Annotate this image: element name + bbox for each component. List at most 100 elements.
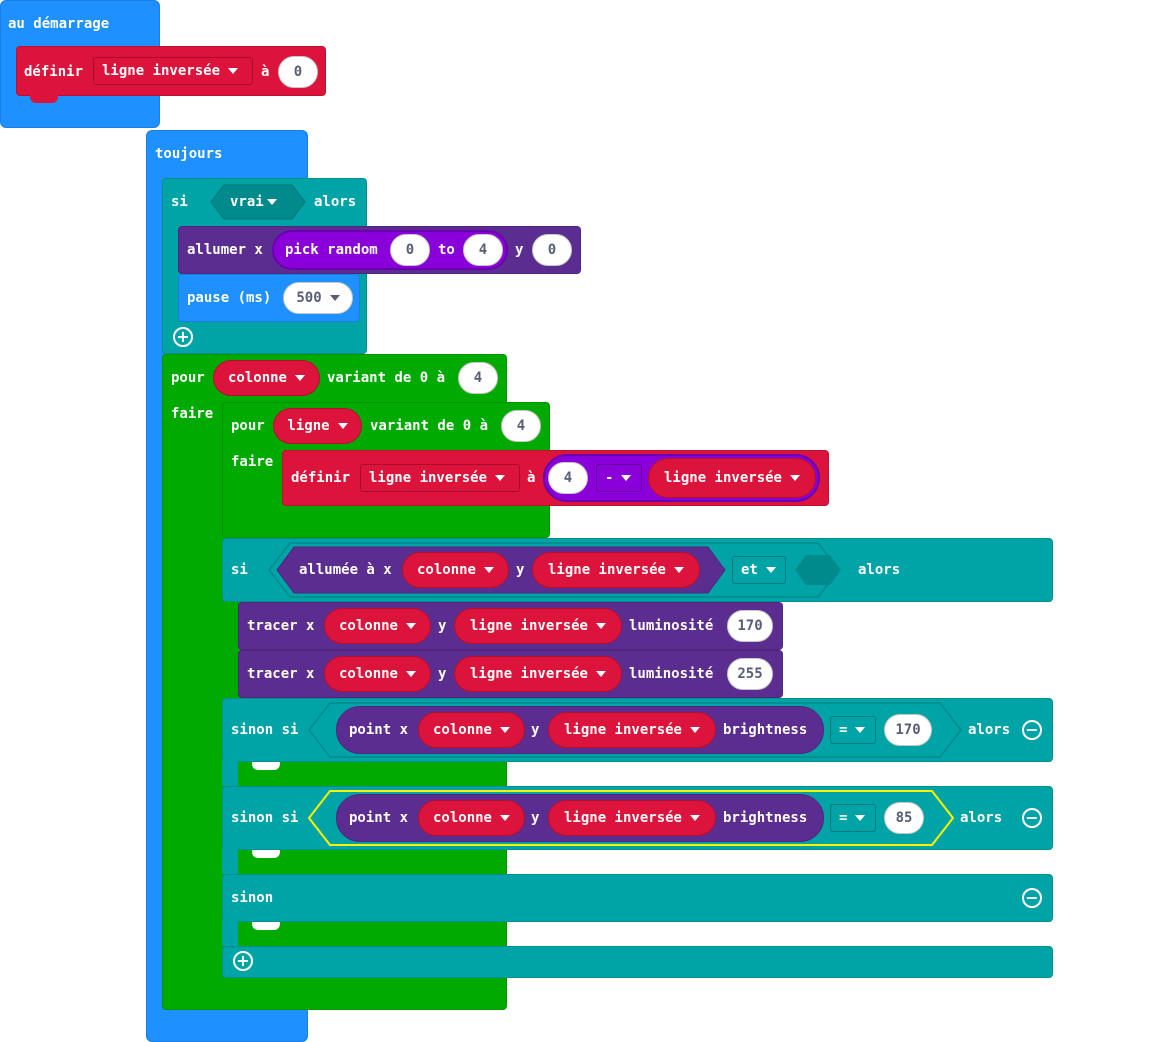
dropdown-caret-icon bbox=[690, 815, 700, 821]
plot-label: tracer x bbox=[247, 666, 315, 682]
pick-random-label: pick random bbox=[285, 242, 378, 258]
else-label: sinon bbox=[231, 890, 274, 906]
value-text: 170 bbox=[737, 618, 763, 634]
to-label: to bbox=[438, 242, 455, 258]
variable-name: colonne bbox=[338, 618, 398, 634]
block-notch bbox=[252, 922, 280, 930]
point-label: point x bbox=[349, 810, 409, 826]
y-label: y bbox=[531, 810, 540, 826]
variable-dropdown[interactable]: ligne inversée bbox=[360, 464, 520, 492]
variable-name: ligne inversée bbox=[663, 470, 782, 486]
variable-name: colonne bbox=[432, 810, 492, 826]
compare-dropdown[interactable]: = bbox=[830, 804, 876, 832]
inverted-row-variable[interactable]: ligne inversée bbox=[454, 656, 622, 692]
pause-label: pause (ms) bbox=[187, 290, 272, 306]
plus-icon[interactable]: + bbox=[233, 951, 253, 971]
variable-name: colonne bbox=[416, 562, 476, 578]
column-variable-dropdown[interactable]: colonne bbox=[213, 360, 320, 396]
dropdown-caret-icon bbox=[500, 815, 510, 821]
else-if-mouth bbox=[222, 848, 238, 874]
variable-name: ligne inversée bbox=[563, 810, 682, 826]
column-variable[interactable]: colonne bbox=[324, 656, 431, 692]
minus-icon[interactable]: − bbox=[1022, 808, 1042, 828]
value-text: 4 bbox=[563, 470, 573, 486]
dropdown-caret-icon bbox=[329, 295, 340, 301]
set-variable-block[interactable] bbox=[16, 46, 326, 96]
row-max-input[interactable]: 4 bbox=[501, 410, 541, 442]
else-block[interactable] bbox=[222, 874, 1053, 922]
column-variable[interactable]: colonne bbox=[324, 608, 431, 644]
random-to-input[interactable]: 4 bbox=[463, 234, 503, 266]
column-variable[interactable]: colonne bbox=[402, 552, 509, 588]
y-label: y bbox=[438, 618, 447, 634]
point-lit-label: allumée à x bbox=[299, 562, 392, 578]
brightness-label: luminosité bbox=[629, 618, 714, 634]
inverted-row-variable[interactable]: ligne inversée bbox=[548, 712, 716, 748]
value-text: 85 bbox=[895, 810, 913, 826]
minuend-input[interactable]: 4 bbox=[548, 462, 588, 494]
inverted-row-variable[interactable]: ligne inversée bbox=[532, 552, 700, 588]
brightness-input[interactable]: 170 bbox=[727, 610, 773, 642]
dropdown-caret-icon bbox=[484, 567, 494, 573]
inverted-row-variable[interactable]: ligne inversée bbox=[648, 458, 816, 498]
then-label: alors bbox=[960, 810, 1003, 826]
compare-value-input[interactable]: 170 bbox=[884, 714, 932, 746]
dropdown-caret-icon bbox=[267, 199, 277, 205]
compare-dropdown[interactable]: = bbox=[830, 716, 876, 744]
dropdown-caret-icon bbox=[406, 623, 416, 629]
value-text: 0 bbox=[405, 242, 415, 258]
if-label: si bbox=[231, 562, 248, 578]
variable-name: ligne inversée bbox=[547, 562, 666, 578]
dropdown-caret-icon bbox=[495, 475, 506, 481]
column-max-input[interactable]: 4 bbox=[458, 362, 498, 394]
value-text: 255 bbox=[737, 666, 763, 682]
row-variable-dropdown[interactable]: ligne bbox=[273, 408, 362, 444]
variable-dropdown[interactable]: ligne inversée bbox=[93, 57, 253, 85]
minus-icon[interactable]: − bbox=[1022, 720, 1042, 740]
compare-value-input[interactable]: 85 bbox=[884, 802, 924, 834]
value-text: 0 bbox=[293, 64, 303, 80]
set-label: définir bbox=[24, 64, 84, 80]
and-dropdown[interactable]: et bbox=[732, 556, 786, 584]
empty-boolean-slot[interactable] bbox=[794, 554, 842, 586]
dropdown-caret-icon bbox=[855, 727, 866, 733]
else-if-label: sinon si bbox=[231, 810, 299, 826]
value-text: 0 bbox=[547, 242, 557, 258]
inverted-row-variable[interactable]: ligne inversée bbox=[454, 608, 622, 644]
operator-text: = bbox=[839, 810, 848, 826]
then-label: alors bbox=[858, 562, 901, 578]
y-label: y bbox=[516, 562, 525, 578]
variable-name: colonne bbox=[338, 666, 398, 682]
random-from-input[interactable]: 0 bbox=[390, 234, 430, 266]
inverted-row-variable[interactable]: ligne inversée bbox=[548, 800, 716, 836]
column-variable[interactable]: colonne bbox=[418, 712, 525, 748]
minus-icon[interactable]: − bbox=[1022, 888, 1042, 908]
variable-name: ligne inversée bbox=[469, 666, 588, 682]
true-dropdown[interactable] bbox=[210, 184, 306, 220]
do-label: faire bbox=[231, 454, 274, 470]
else-if-label: sinon si bbox=[231, 722, 299, 738]
variable-name: colonne bbox=[227, 370, 287, 386]
dropdown-caret-icon bbox=[621, 475, 632, 481]
else-mouth bbox=[222, 920, 238, 946]
for-label: pour bbox=[171, 370, 205, 386]
if-label: si bbox=[171, 194, 188, 210]
column-variable[interactable]: colonne bbox=[418, 800, 525, 836]
operator-dropdown[interactable]: - bbox=[596, 464, 642, 492]
operator-text: et bbox=[741, 562, 758, 578]
if-block-footer bbox=[222, 946, 1053, 978]
then-label: alors bbox=[968, 722, 1011, 738]
block-notch bbox=[252, 850, 280, 858]
plus-icon[interactable]: + bbox=[173, 327, 193, 347]
value-input[interactable]: 0 bbox=[278, 56, 318, 88]
variable-name: ligne bbox=[287, 418, 330, 434]
dropdown-caret-icon bbox=[596, 671, 606, 677]
value-text: 4 bbox=[478, 242, 488, 258]
y-input[interactable]: 0 bbox=[532, 234, 572, 266]
to-label: à bbox=[527, 470, 536, 486]
dropdown-caret-icon bbox=[406, 671, 416, 677]
y-label: y bbox=[531, 722, 540, 738]
brightness-input[interactable]: 255 bbox=[727, 658, 773, 690]
pause-dropdown[interactable]: 500 bbox=[283, 282, 353, 314]
dropdown-caret-icon bbox=[596, 623, 606, 629]
